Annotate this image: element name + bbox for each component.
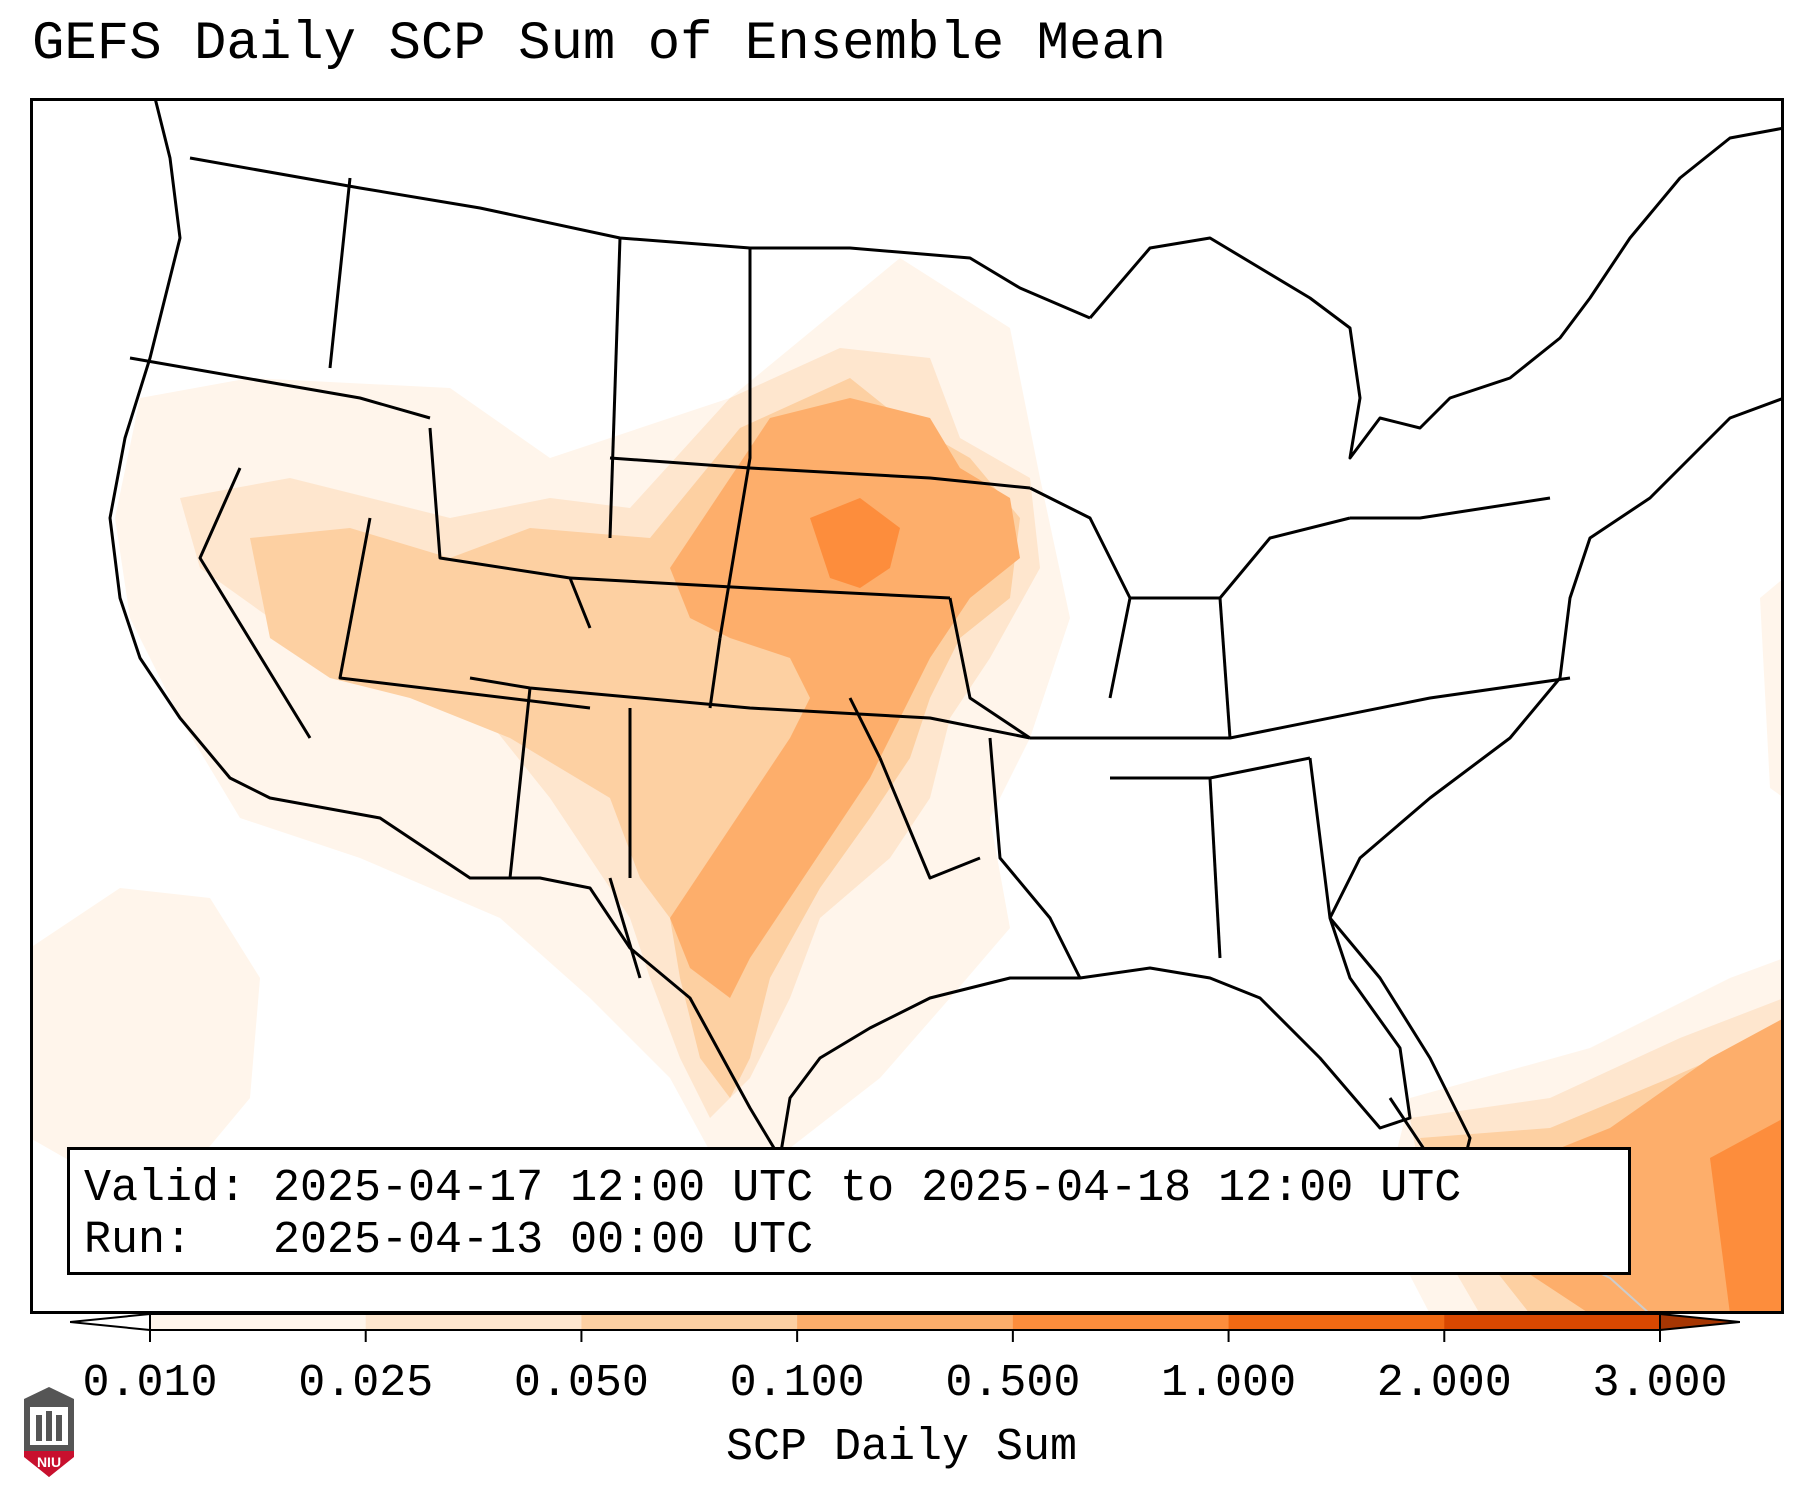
colorbar-tick-label: 2.000	[1376, 1358, 1512, 1409]
colorbar-tick-label: 3.000	[1592, 1358, 1728, 1409]
colorbar-segment	[1228, 1314, 1445, 1330]
svg-text:NIU: NIU	[37, 1454, 61, 1470]
colorbar-segment	[1444, 1314, 1661, 1330]
valid-time-text: Valid: 2025-04-17 12:00 UTC to 2025-04-1…	[84, 1163, 1462, 1214]
colorbar-segment	[797, 1314, 1014, 1330]
page-title: GEFS Daily SCP Sum of Ensemble Mean	[32, 14, 1167, 75]
colorbar-max-extend	[1659, 1312, 1740, 1332]
colorbar-min-extend	[70, 1312, 151, 1332]
colorbar-segment	[1012, 1314, 1230, 1330]
niu-logo: NIU	[24, 1387, 74, 1477]
colorbar-tick-label: 0.025	[298, 1358, 434, 1409]
colorbar	[70, 1312, 1740, 1342]
map-panel	[30, 98, 1784, 1314]
colorbar-tick-label: 0.100	[729, 1358, 865, 1409]
colorbar-segment	[581, 1314, 798, 1330]
validity-legend: Valid: 2025-04-17 12:00 UTC to 2025-04-1…	[67, 1147, 1631, 1275]
map-frame	[30, 98, 1784, 1314]
colorbar-tick-label: 0.050	[513, 1358, 649, 1409]
scp-shading	[30, 258, 1784, 1314]
colorbar-tick-label: 0.500	[945, 1358, 1081, 1409]
colorbar-tick-label: 0.010	[82, 1358, 218, 1409]
colorbar-segment	[150, 1314, 367, 1330]
run-time-text: Run: 2025-04-13 00:00 UTC	[84, 1215, 814, 1266]
state-boundaries	[108, 98, 1784, 1180]
colorbar-label: SCP Daily Sum	[725, 1422, 1078, 1473]
colorbar-tick-label: 1.000	[1161, 1358, 1297, 1409]
colorbar-segment	[365, 1314, 582, 1330]
